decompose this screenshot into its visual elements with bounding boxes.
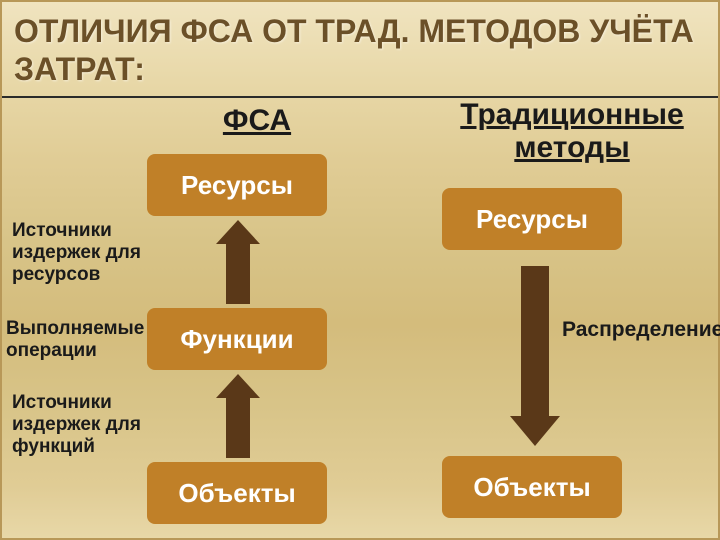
arrow-up-2: [216, 374, 260, 458]
arrow-down: [510, 266, 560, 446]
label-resource-drivers: Источники издержек для ресурсов: [12, 220, 141, 286]
arrow-head-icon: [216, 374, 260, 398]
box-trad-objects: Объекты: [442, 456, 622, 518]
label-line: операции: [6, 340, 97, 361]
arrow-shaft: [226, 398, 250, 458]
arrow-up-1: [216, 220, 260, 304]
box-fsa-resources: Ресурсы: [147, 154, 327, 216]
arrow-head-icon: [510, 416, 560, 446]
arrow-shaft: [226, 244, 250, 304]
label-line: функций: [12, 436, 95, 457]
label-line: ресурсов: [12, 264, 100, 285]
box-fsa-functions: Функции: [147, 308, 327, 370]
page-title: ОТЛИЧИЯ ФСА ОТ ТРАД. МЕТОДОВ УЧЁТА ЗАТРА…: [14, 12, 706, 89]
box-trad-resources: Ресурсы: [442, 188, 622, 250]
label-operations: Выполняемые операции: [6, 318, 144, 362]
box-fsa-objects: Объекты: [147, 462, 327, 524]
label-distribution: Распределение: [562, 318, 720, 342]
label-line: Источники: [12, 392, 112, 413]
label-line: издержек для: [12, 414, 141, 435]
label-function-drivers: Источники издержек для функций: [12, 392, 141, 458]
label-line: Выполняемые: [6, 318, 144, 339]
col-header-trad: Традиционные методы: [432, 98, 712, 164]
arrow-shaft: [521, 266, 549, 416]
arrow-head-icon: [216, 220, 260, 244]
col-header-fsa: ФСА: [197, 104, 317, 137]
label-line: издержек для: [12, 242, 141, 263]
label-line: Источники: [12, 220, 112, 241]
